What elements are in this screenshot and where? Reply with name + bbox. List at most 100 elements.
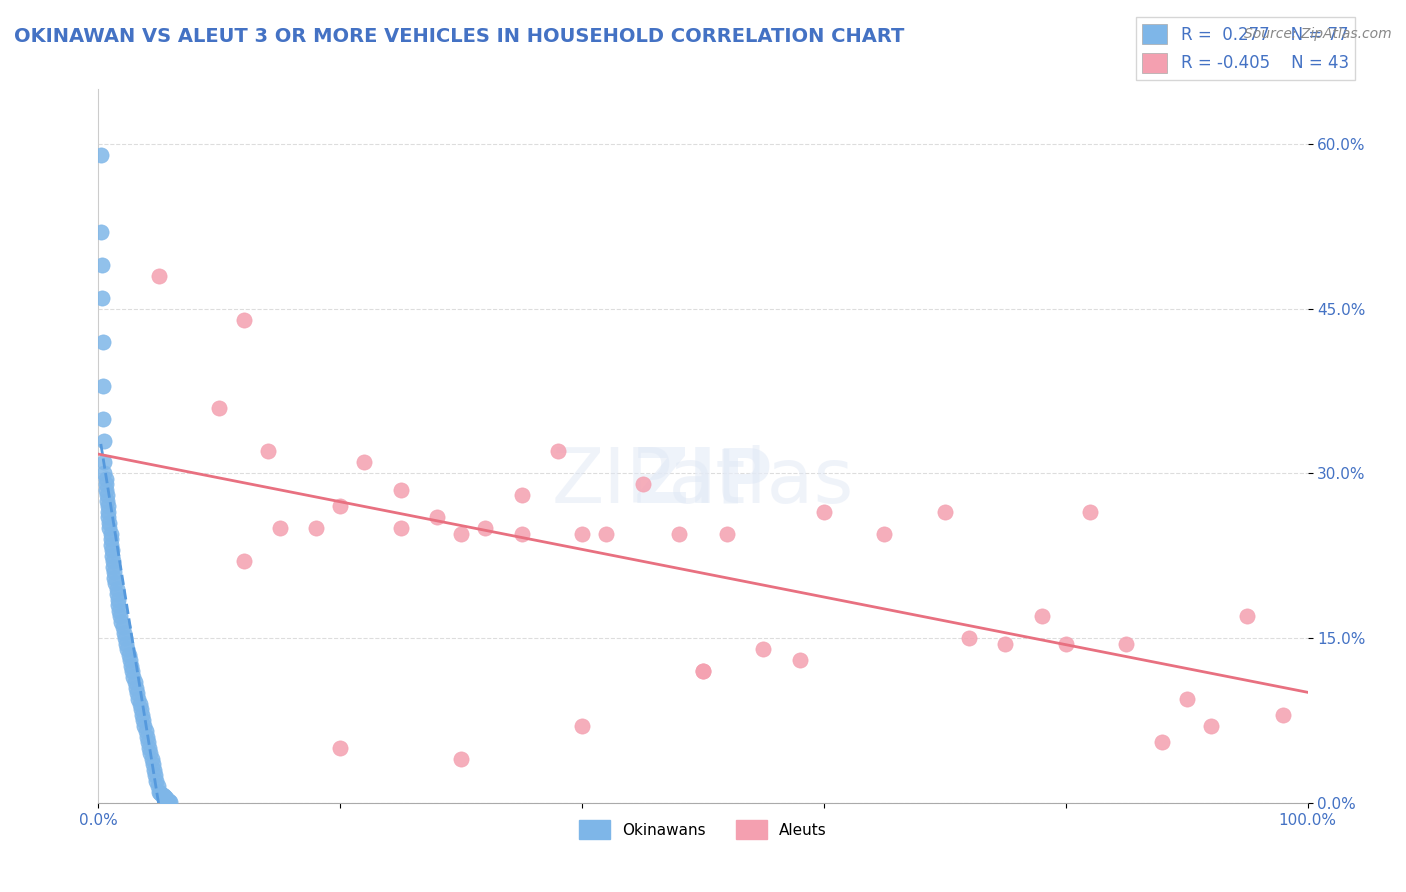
Point [131, 708, 153, 723]
Point [97, 510, 120, 524]
Point [136, 735, 159, 749]
Point [813, 505, 835, 519]
Point [91, 411, 114, 425]
Point [150, 787, 173, 801]
Point [256, 444, 278, 458]
Point [98, 521, 121, 535]
Point [94, 472, 117, 486]
Point [120, 658, 142, 673]
Point [121, 664, 143, 678]
Point [96, 494, 118, 508]
Point [143, 763, 166, 777]
Point [305, 521, 328, 535]
Point [329, 500, 352, 514]
Point [91, 291, 114, 305]
Point [450, 526, 472, 541]
Point [474, 521, 496, 535]
Point [155, 791, 177, 805]
Point [510, 488, 533, 502]
Point [101, 554, 124, 568]
Point [125, 681, 148, 695]
Point [389, 521, 412, 535]
Point [152, 789, 174, 804]
Point [132, 714, 155, 728]
Point [108, 609, 131, 624]
Point [668, 526, 690, 541]
Text: ZIPatlas: ZIPatlas [551, 445, 855, 518]
Point [135, 730, 157, 744]
Point [142, 757, 165, 772]
Point [1175, 691, 1198, 706]
Point [128, 697, 150, 711]
Text: Source: ZipAtlas.com: Source: ZipAtlas.com [1244, 27, 1392, 41]
Point [157, 794, 180, 808]
Point [105, 587, 128, 601]
Point [148, 268, 170, 283]
Point [426, 510, 449, 524]
Point [1152, 735, 1174, 749]
Point [111, 620, 134, 634]
Point [91, 378, 114, 392]
Point [1031, 609, 1053, 624]
Point [90, 148, 112, 162]
Point [124, 675, 146, 690]
Point [98, 516, 121, 530]
Point [450, 752, 472, 766]
Point [1272, 708, 1295, 723]
Point [103, 566, 125, 580]
Point [100, 538, 122, 552]
Point [100, 543, 122, 558]
Point [94, 477, 117, 491]
Point [97, 505, 120, 519]
Point [101, 559, 124, 574]
Point [145, 773, 167, 788]
Point [108, 604, 131, 618]
Point [1115, 637, 1137, 651]
Point [152, 788, 174, 802]
Point [146, 780, 169, 794]
Point [118, 648, 141, 662]
Point [122, 669, 145, 683]
Text: OKINAWAN VS ALEUT 3 OR MORE VEHICLES IN HOUSEHOLD CORRELATION CHART: OKINAWAN VS ALEUT 3 OR MORE VEHICLES IN … [14, 27, 904, 45]
Point [873, 526, 896, 541]
Point [103, 571, 125, 585]
Point [96, 488, 118, 502]
Point [138, 740, 160, 755]
Point [94, 483, 117, 497]
Text: ZIP: ZIP [633, 445, 773, 518]
Point [595, 526, 617, 541]
Point [105, 582, 128, 596]
Point [692, 664, 714, 678]
Legend: Okinawans, Aleuts: Okinawans, Aleuts [574, 814, 832, 845]
Point [107, 592, 129, 607]
Point [104, 576, 127, 591]
Point [692, 664, 714, 678]
Point [100, 549, 122, 563]
Point [1078, 505, 1101, 519]
Point [100, 526, 122, 541]
Point [934, 505, 956, 519]
Point [752, 642, 775, 657]
Point [90, 225, 112, 239]
Point [631, 477, 654, 491]
Point [93, 467, 115, 481]
Point [232, 554, 254, 568]
Point [135, 724, 157, 739]
Point [93, 455, 115, 469]
Point [91, 258, 114, 272]
Point [571, 526, 593, 541]
Point [353, 455, 375, 469]
Point [97, 500, 120, 514]
Point [269, 521, 291, 535]
Point [789, 653, 811, 667]
Point [93, 434, 115, 448]
Point [134, 719, 156, 733]
Point [127, 691, 149, 706]
Point [141, 752, 163, 766]
Point [117, 642, 139, 657]
Point [153, 790, 176, 805]
Point [716, 526, 738, 541]
Point [329, 740, 352, 755]
Point [110, 615, 132, 629]
Point [156, 792, 179, 806]
